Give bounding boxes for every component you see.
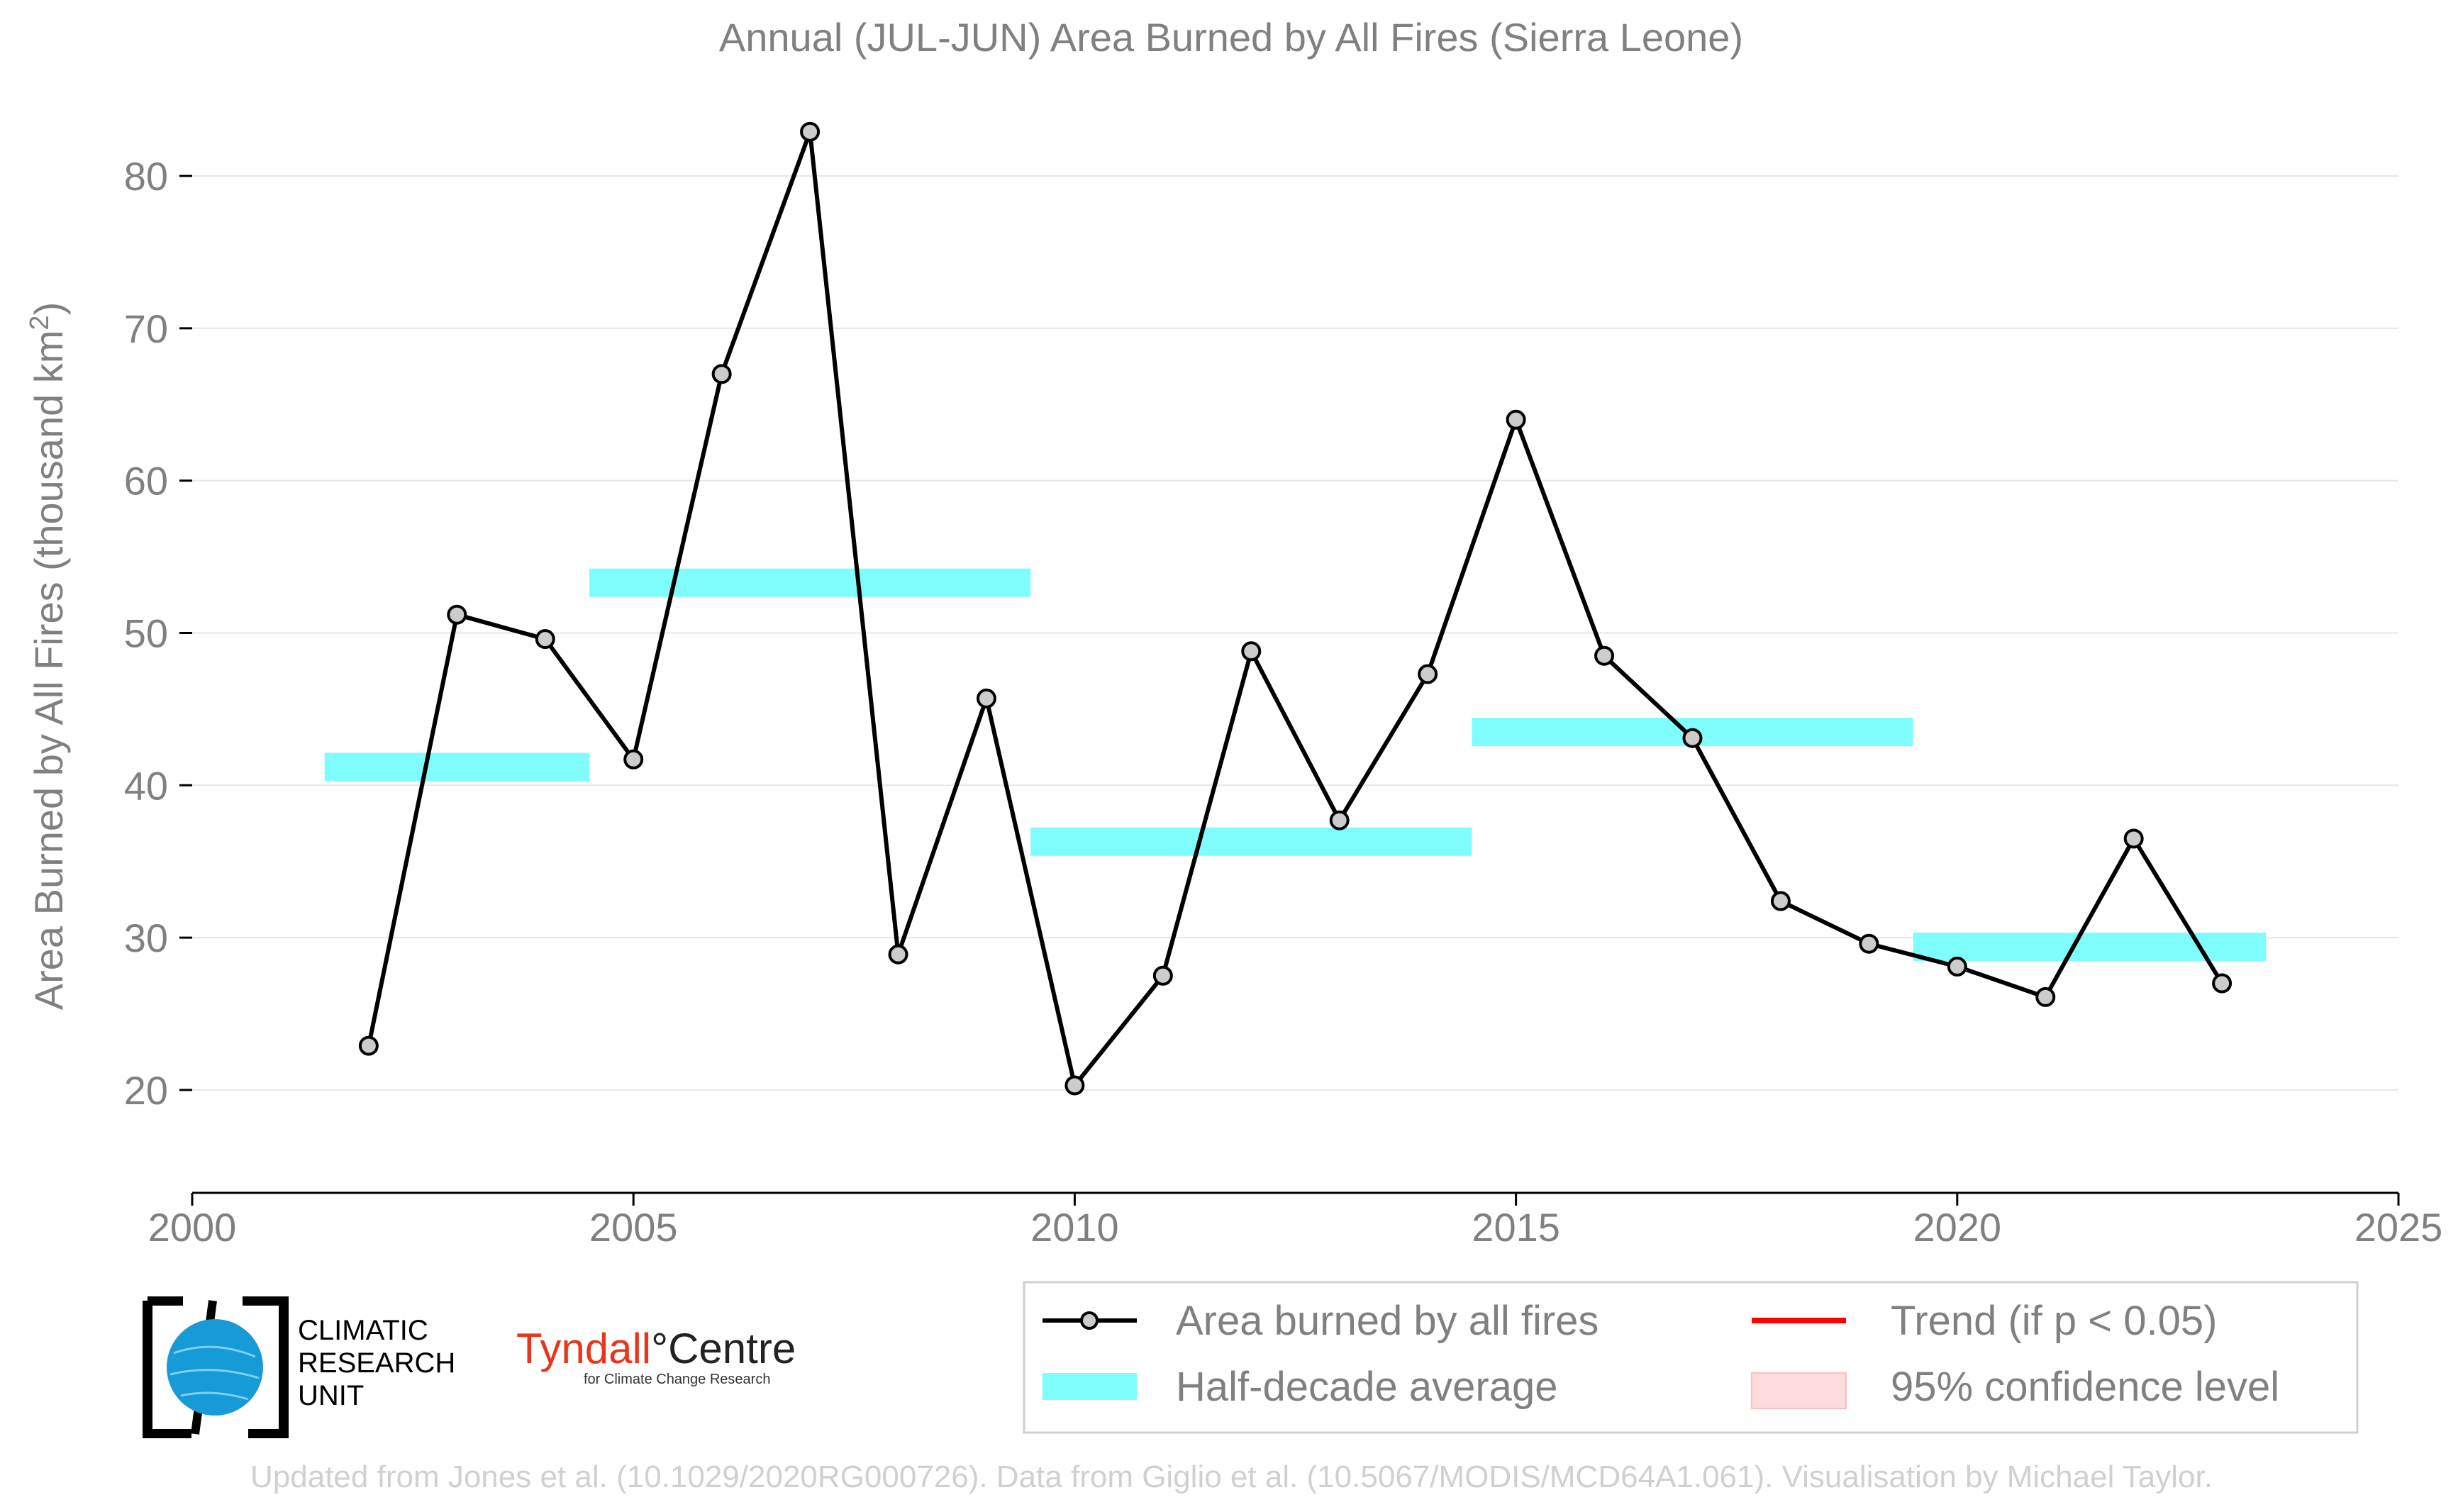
chart-title: Annual (JUL-JUN) Area Burned by All Fire… [719, 15, 1743, 60]
x-axis: 2000 2005 2010 2015 2020 2025 [148, 1191, 2443, 1250]
data-point-2018 [1770, 891, 1791, 911]
cru-logo: CLIMATIC RESEARCH UNIT [142, 1296, 468, 1438]
x-tick-label-2010: 2010 [1030, 1205, 1119, 1250]
data-point-2019 [1859, 933, 1879, 954]
data-point-2006 [711, 364, 732, 384]
data-point-2016 [1594, 645, 1615, 666]
legend-swatch-marker [1080, 1311, 1099, 1330]
average-bar-1 [324, 752, 589, 782]
half-decade-average-bars [324, 568, 2267, 961]
legend-frame [1023, 1281, 2359, 1434]
x-tick-label-2015: 2015 [1472, 1205, 1560, 1250]
tyndall-logo-text-2: °Centre [651, 1325, 796, 1372]
x-tick-labels: 2000 2005 2010 2015 2020 2025 [148, 1193, 2443, 1250]
legend-label-average: Half-decade average [1176, 1364, 1557, 1410]
tyndall-logo-subtitle: for Climate Change Research [584, 1372, 771, 1387]
data-point-2004 [535, 629, 555, 650]
data-points [358, 121, 2233, 1096]
data-point-2012 [1241, 641, 1262, 662]
data-point-2014 [1418, 664, 1438, 684]
x-tick-label-2025: 2025 [2354, 1205, 2443, 1250]
y-tick-label-60: 60 [124, 459, 168, 504]
cru-logo-text-2: RESEARCH [298, 1347, 456, 1379]
y-tick-label-80: 80 [124, 154, 168, 199]
data-point-2022 [2123, 828, 2144, 849]
gridlines [192, 175, 2398, 1091]
data-point-2020 [1947, 956, 1967, 977]
tyndall-logo: Tyndall°Centre for Climate Change Resear… [516, 1326, 814, 1397]
y-tick-label-40: 40 [124, 763, 168, 808]
x-tick-label-2005: 2005 [589, 1205, 678, 1250]
data-point-2017 [1682, 728, 1703, 748]
y-tick-label-70: 70 [124, 306, 168, 351]
data-point-2008 [888, 944, 908, 965]
data-point-2010 [1064, 1075, 1085, 1096]
footer-credit: Updated from Jones et al. (10.1029/2020R… [250, 1460, 2213, 1494]
data-point-2009 [976, 688, 996, 708]
legend-label-area-burned: Area burned by all fires [1176, 1298, 1599, 1344]
data-point-2007 [800, 121, 821, 142]
legend-label-trend: Trend (if p < 0.05) [1891, 1298, 2217, 1344]
y-tick-label-50: 50 [124, 611, 168, 656]
average-bar-5 [1913, 932, 2267, 961]
x-tick-label-2020: 2020 [1913, 1205, 2002, 1250]
y-tick-labels: 20 30 40 50 60 70 80 [124, 154, 192, 1113]
y-axis-label: Area Burned by All Fires (thousand km2) [25, 302, 71, 1010]
data-point-2023 [2212, 973, 2233, 994]
cru-logo-text-3: UNIT [298, 1380, 365, 1411]
tyndall-logo-text-1: Tyndall [516, 1325, 652, 1372]
data-point-2011 [1152, 965, 1173, 986]
cru-logo-text-1: CLIMATIC [298, 1315, 428, 1346]
legend-swatch-confidence [1751, 1372, 1847, 1409]
y-tick-label-20: 20 [124, 1068, 168, 1113]
data-point-2021 [2035, 986, 2056, 1007]
data-point-2003 [447, 604, 467, 625]
x-tick-label-2000: 2000 [148, 1205, 237, 1250]
average-bar-2 [589, 568, 1031, 597]
legend: Area burned by all fires Trend (if p < 0… [1023, 1281, 2359, 1434]
series-line-area-burned [366, 129, 2224, 1088]
data-point-2005 [623, 749, 644, 769]
cru-globe-icon [143, 1296, 289, 1438]
legend-swatch-average [1043, 1373, 1137, 1400]
data-point-2015 [1506, 409, 1526, 430]
y-tick-label-30: 30 [124, 916, 168, 960]
data-point-2002 [358, 1035, 379, 1056]
average-bar-3 [1030, 827, 1472, 856]
data-point-2013 [1329, 810, 1350, 830]
legend-label-confidence: 95% confidence level [1891, 1364, 2279, 1410]
